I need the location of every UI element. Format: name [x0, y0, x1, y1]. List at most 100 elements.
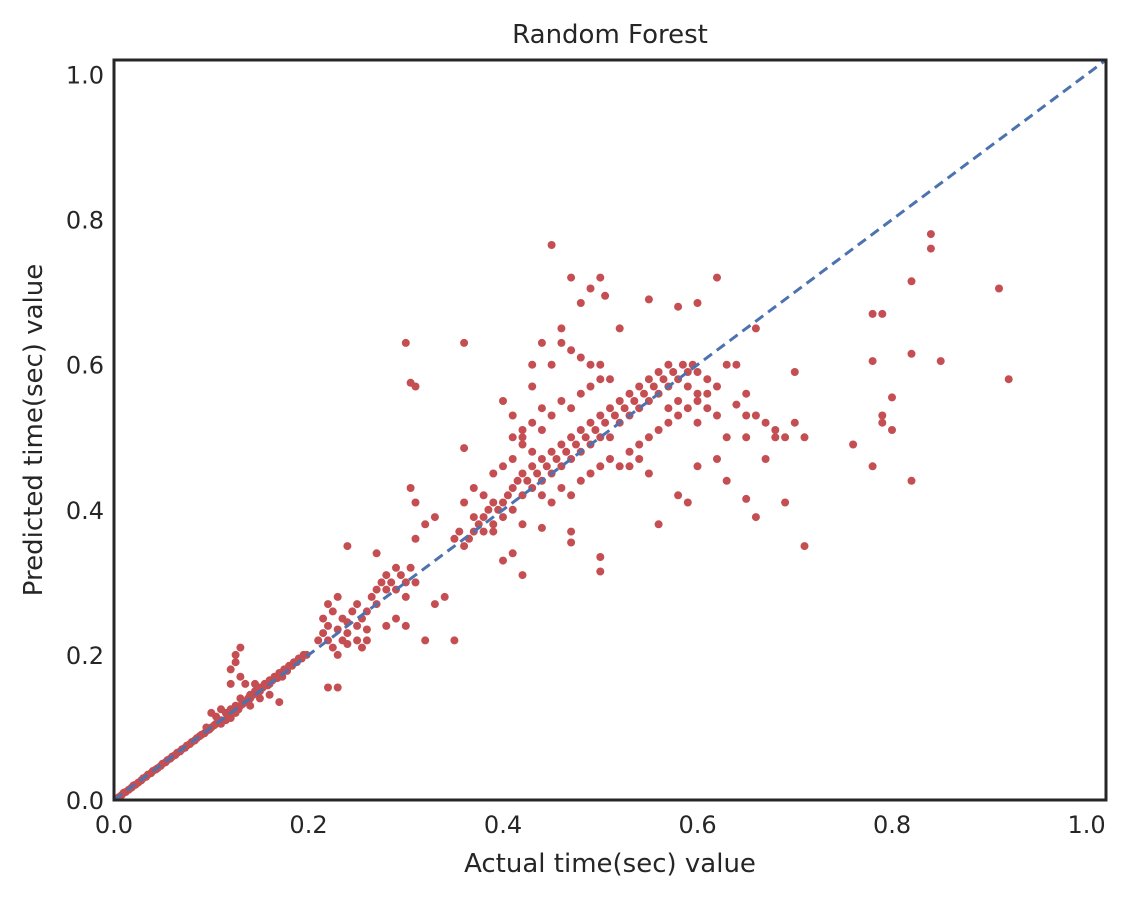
data-point	[659, 375, 668, 384]
data-point	[995, 284, 1003, 293]
data-point	[430, 513, 439, 522]
data-point	[1004, 375, 1013, 384]
data-point	[567, 433, 576, 442]
data-point	[678, 360, 687, 369]
data-point	[528, 382, 537, 391]
data-point	[800, 433, 809, 442]
data-point	[693, 368, 702, 376]
data-point	[508, 411, 517, 420]
data-point	[343, 629, 352, 638]
data-point	[878, 309, 887, 318]
x-axis-ticks: 0.0 0.2 0.4 0.6 0.8 1.0	[95, 811, 1106, 839]
data-point	[489, 469, 498, 478]
data-point	[411, 534, 420, 543]
data-point	[557, 484, 566, 492]
data-point	[353, 636, 362, 645]
data-point	[460, 542, 469, 551]
x-tick-label: 1.0	[1067, 811, 1105, 839]
data-point	[635, 455, 644, 463]
data-point	[751, 411, 760, 420]
data-point	[674, 411, 683, 420]
data-point	[212, 712, 221, 721]
data-point	[669, 368, 678, 376]
data-point	[567, 404, 576, 413]
data-point	[236, 672, 245, 681]
data-point	[596, 273, 605, 282]
data-point	[421, 520, 430, 529]
data-point	[387, 578, 396, 587]
data-point	[557, 440, 566, 449]
data-point	[693, 418, 702, 427]
data-point	[353, 621, 362, 630]
data-point	[878, 418, 887, 427]
data-point	[640, 389, 648, 398]
data-point	[523, 476, 532, 485]
data-point	[567, 346, 576, 355]
data-point	[528, 360, 537, 369]
data-point	[722, 476, 731, 485]
data-point	[460, 338, 469, 347]
data-point	[654, 368, 663, 376]
data-point	[868, 357, 877, 366]
data-point	[581, 433, 590, 442]
data-point	[693, 462, 702, 471]
data-point	[226, 712, 235, 721]
data-point	[576, 389, 585, 398]
data-point	[722, 360, 731, 369]
data-point	[241, 679, 250, 688]
data-point	[508, 455, 517, 463]
data-point	[542, 462, 551, 471]
data-point	[411, 382, 420, 391]
data-point	[591, 426, 600, 434]
data-point	[907, 277, 916, 286]
data-point	[353, 600, 362, 609]
data-point	[377, 578, 386, 587]
data-point	[440, 592, 449, 601]
y-tick-label: 0.6	[66, 352, 104, 380]
data-point	[469, 484, 478, 492]
data-point	[693, 299, 702, 307]
data-point	[348, 607, 357, 616]
data-point	[319, 614, 328, 623]
data-point	[732, 360, 741, 369]
data-point	[926, 244, 935, 253]
data-point	[654, 426, 663, 434]
data-point	[868, 309, 877, 318]
data-point	[333, 592, 342, 601]
data-point	[610, 411, 619, 420]
data-point	[508, 505, 517, 514]
data-point	[513, 476, 522, 485]
data-point	[586, 284, 595, 293]
data-point	[547, 447, 556, 456]
data-point	[635, 440, 644, 449]
data-point	[586, 360, 595, 369]
data-point	[644, 433, 653, 442]
data-point	[751, 513, 760, 522]
data-point	[328, 643, 337, 652]
x-tick-label: 0.8	[873, 811, 911, 839]
data-point	[537, 426, 546, 434]
data-point	[601, 291, 610, 300]
data-point	[572, 440, 580, 449]
data-point	[567, 527, 576, 536]
data-point	[771, 433, 780, 442]
data-point	[455, 527, 464, 536]
data-point	[713, 273, 721, 282]
data-point	[372, 549, 381, 558]
data-point	[528, 462, 537, 471]
data-point	[615, 397, 624, 405]
data-point	[401, 592, 410, 601]
data-point	[713, 382, 721, 391]
data-point	[319, 629, 328, 638]
data-point	[742, 433, 751, 442]
data-point	[499, 513, 507, 522]
data-point	[703, 375, 712, 384]
data-point	[251, 679, 259, 688]
data-point	[586, 469, 595, 478]
data-point	[533, 469, 542, 478]
data-point	[226, 679, 235, 688]
data-point	[460, 444, 469, 453]
data-point	[620, 404, 629, 413]
data-point	[790, 368, 799, 376]
